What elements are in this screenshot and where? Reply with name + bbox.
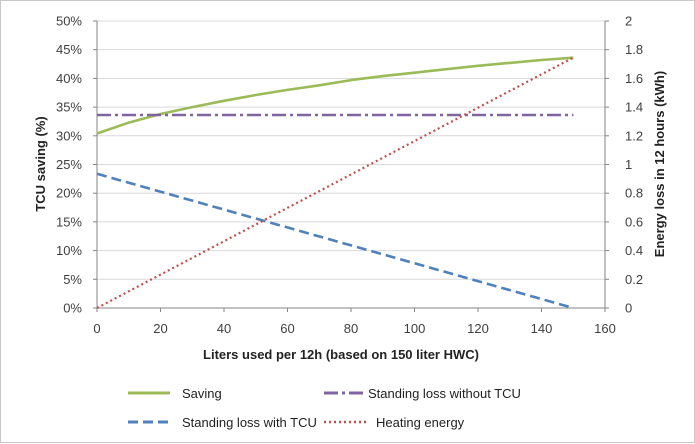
series-line-saving — [96, 56, 574, 135]
x-tick-label: 20 — [153, 321, 167, 336]
series-line-heating-energy — [96, 56, 574, 309]
y-right-tick-label: 0.8 — [625, 186, 643, 201]
legend-label-standing-loss-without-tcu: Standing loss without TCU — [368, 386, 521, 401]
y-right-tick-label: 0.6 — [625, 214, 643, 229]
x-tick-label: 40 — [217, 321, 231, 336]
x-tick-label: 0 — [93, 321, 100, 336]
x-tick-label: 60 — [280, 321, 294, 336]
y-left-tick-label: 45% — [56, 42, 82, 57]
legend-item-standing-loss-with-tcu: Standing loss with TCU — [128, 415, 317, 430]
legend-label-saving: Saving — [182, 386, 222, 401]
legend-label-standing-loss-with-tcu: Standing loss with TCU — [182, 415, 317, 430]
x-tick-label: 100 — [404, 321, 426, 336]
series-lines — [96, 56, 574, 310]
y-left-tick-label: 10% — [56, 243, 82, 258]
legend: Saving Standing loss without TCU Standin… — [128, 386, 521, 430]
y-left-tick-label: 35% — [56, 100, 82, 115]
x-axis-title: Liters used per 12h (based on 150 liter … — [203, 347, 479, 362]
x-tick-label: 80 — [344, 321, 358, 336]
tick-labels: 0% 0 5% 0.2 10% 0.4 15% 0.6 20% 0.8 25% 1 30% 1.2 35% 1… — [56, 14, 643, 337]
y-right-tick-label: 0.2 — [625, 272, 643, 287]
y-left-tick-label: 20% — [56, 186, 82, 201]
legend-item-standing-loss-without-tcu: Standing loss without TCU — [324, 386, 521, 401]
y-left-tick-label: 50% — [56, 14, 82, 29]
legend-item-heating-energy: Heating energy — [324, 415, 465, 430]
y-left-tick-label: 5% — [63, 272, 82, 287]
legend-item-saving: Saving — [128, 386, 222, 401]
y-left-tick-label: 25% — [56, 157, 82, 172]
axes — [93, 20, 609, 312]
y-left-tick-label: 30% — [56, 128, 82, 143]
y-right-tick-label: 1.2 — [625, 128, 643, 143]
gridlines — [97, 20, 605, 280]
y-right-tick-label: 1.8 — [625, 42, 643, 57]
y-right-tick-label: 0.4 — [625, 243, 643, 258]
y-axis-right-title: Energy loss in 12 hours (kWh) — [652, 71, 667, 257]
y-axis-left-title: TCU saving (%) — [33, 116, 48, 211]
y-right-tick-label: 2 — [625, 14, 632, 29]
y-right-tick-label: 1 — [625, 157, 632, 172]
y-right-tick-label: 1.4 — [625, 100, 643, 115]
x-tick-label: 160 — [594, 321, 616, 336]
x-tick-label: 120 — [467, 321, 489, 336]
legend-label-heating-energy: Heating energy — [376, 415, 465, 430]
x-tick-label: 140 — [531, 321, 553, 336]
y-right-tick-label: 0 — [625, 301, 632, 316]
y-left-tick-label: 15% — [56, 214, 82, 229]
series-line-standing-loss-with-tcu — [96, 172, 574, 310]
y-left-tick-label: 0% — [63, 301, 82, 316]
y-right-tick-label: 1.6 — [625, 71, 643, 86]
y-left-tick-label: 40% — [56, 71, 82, 86]
